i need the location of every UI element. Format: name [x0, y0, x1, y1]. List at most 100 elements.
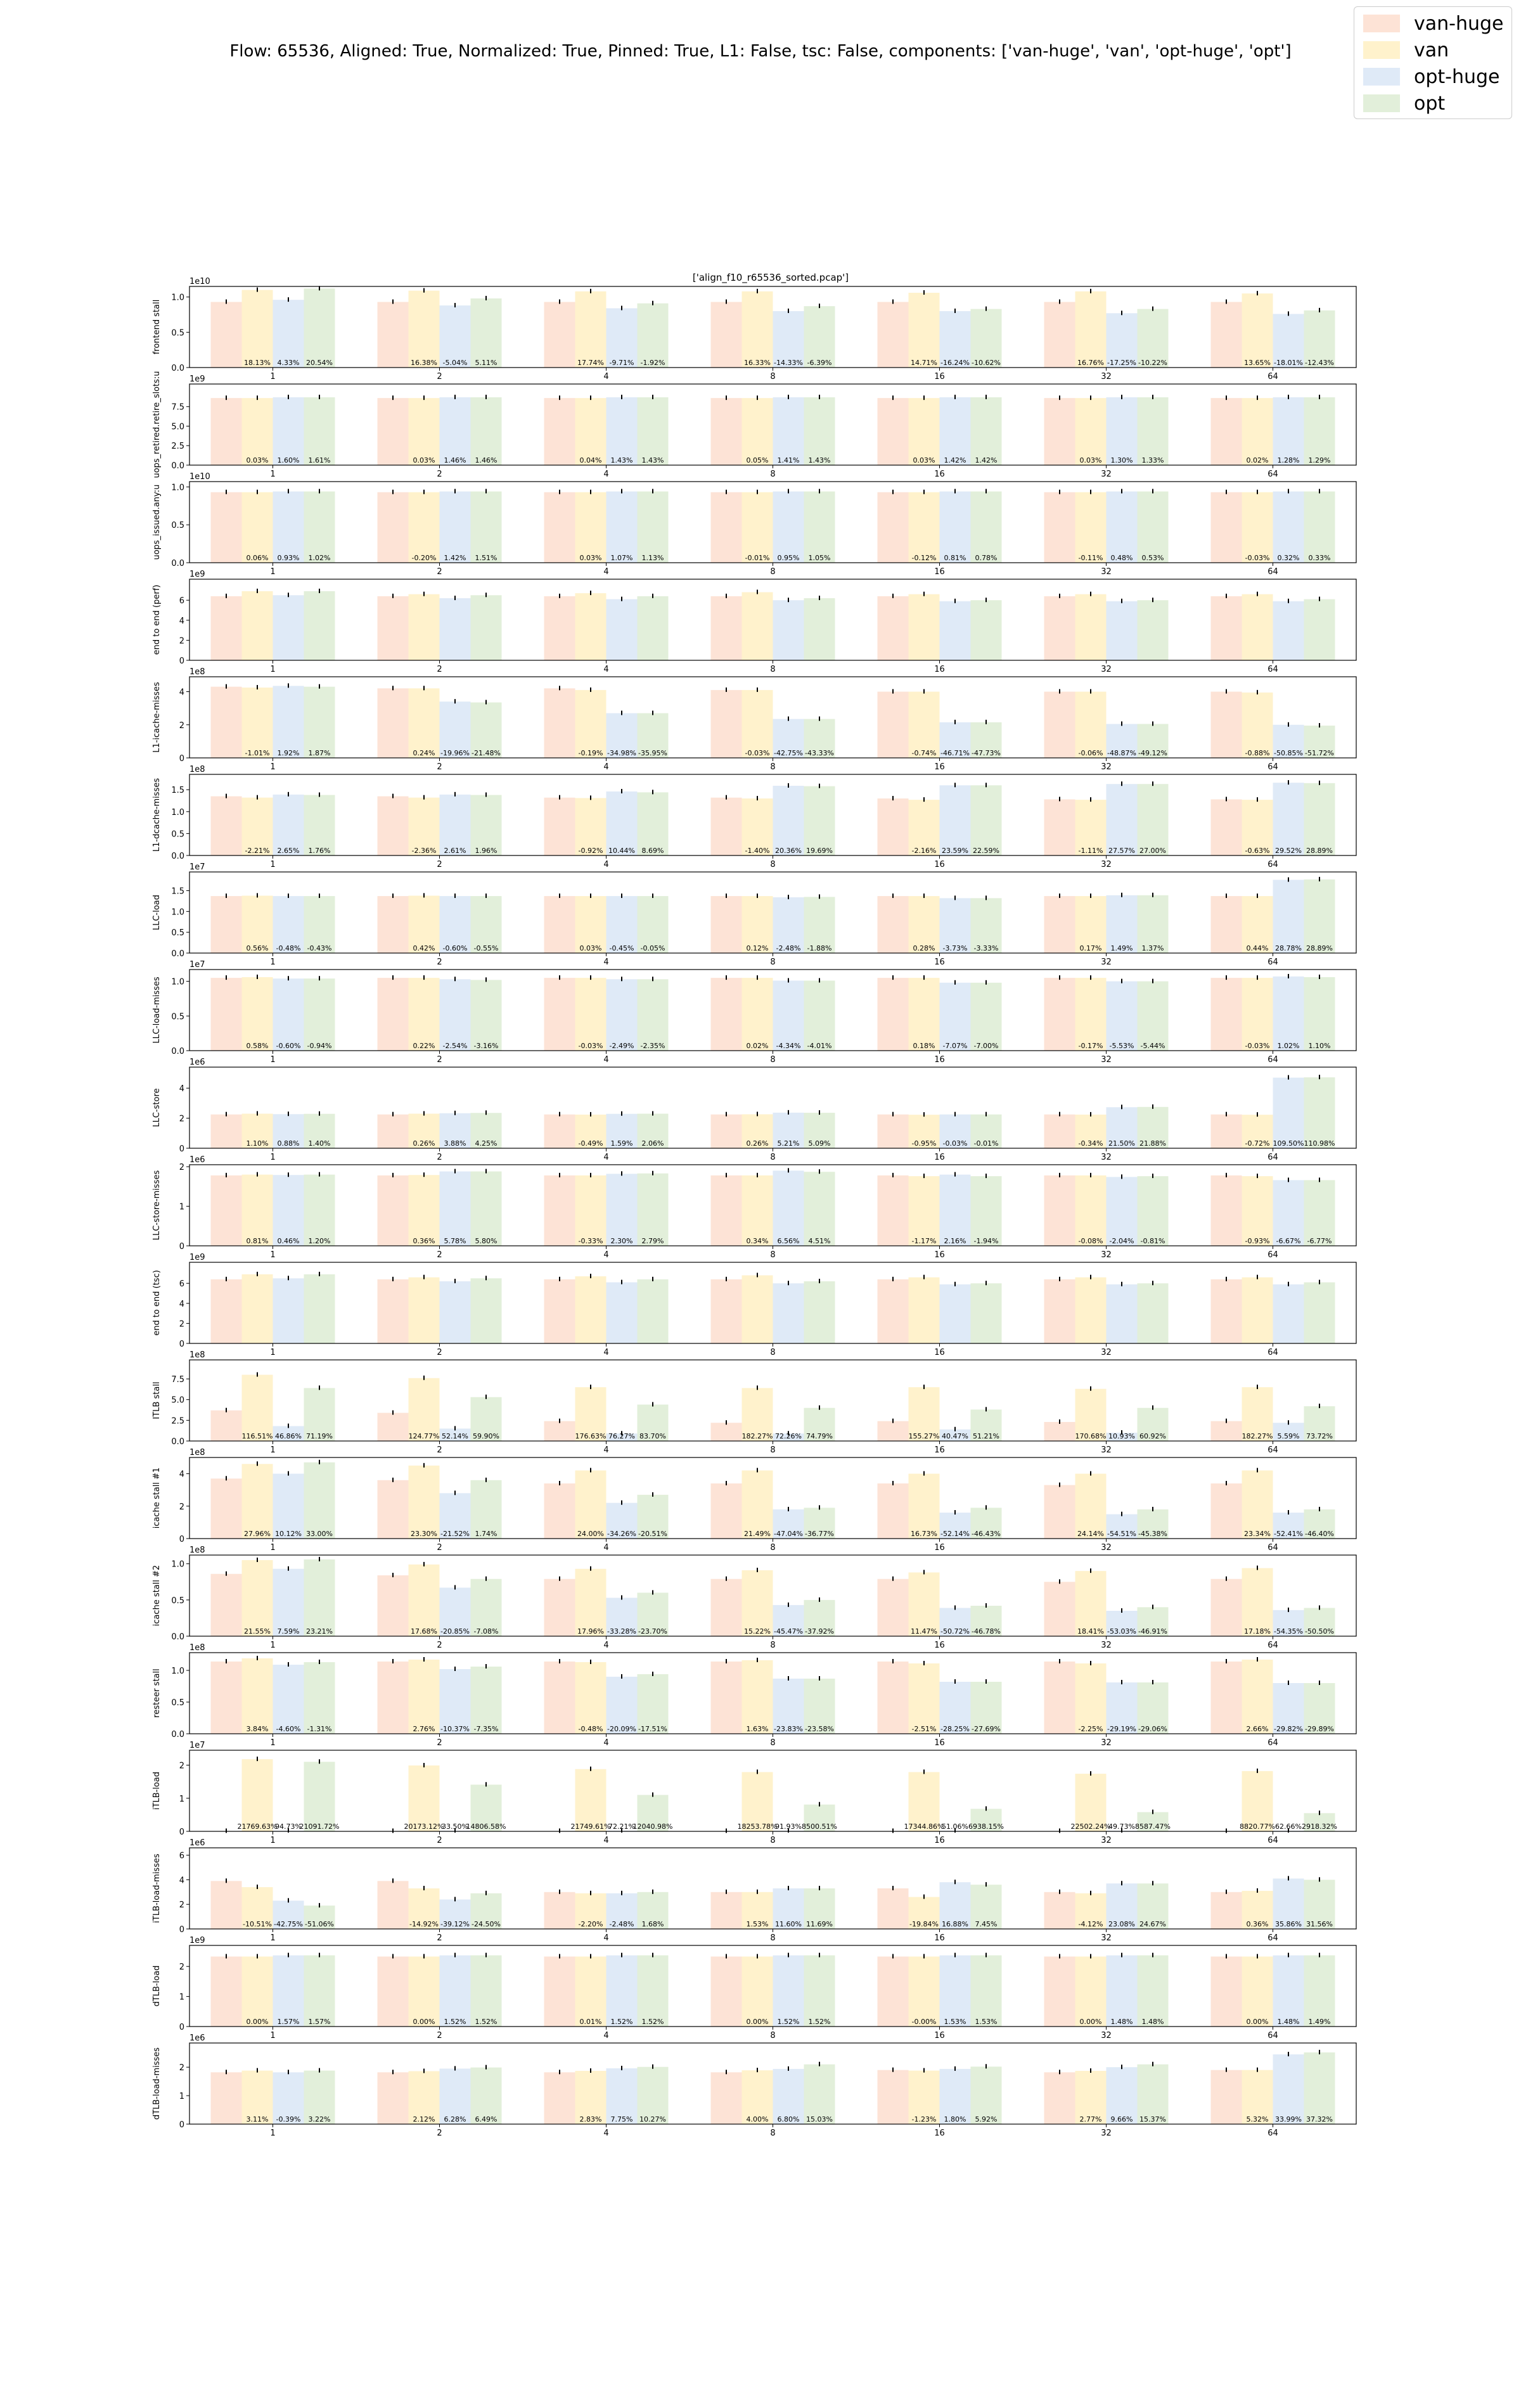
bar: [304, 1174, 335, 1246]
bar: [741, 896, 773, 953]
bar: [908, 1277, 940, 1343]
data-label: 155.27%: [909, 1432, 940, 1440]
data-label: -10.62%: [972, 359, 1001, 367]
data-label: 23.30%: [411, 1530, 437, 1538]
data-label: 0.95%: [778, 554, 800, 562]
x-tick-label: 8: [770, 567, 775, 577]
bar: [575, 978, 606, 1051]
bar: [241, 1113, 273, 1148]
x-tick-label: 1: [270, 2031, 275, 2040]
bar: [1106, 724, 1138, 758]
legend-swatch: [1363, 68, 1400, 86]
data-label: -1.11%: [1079, 847, 1103, 855]
bar: [773, 785, 804, 855]
y-tick-label: 2: [179, 1163, 184, 1172]
y-axis-label: resteer stall: [152, 1668, 162, 1717]
bar: [877, 2070, 909, 2124]
bar: [304, 2070, 335, 2124]
data-label: -4.12%: [1079, 1920, 1103, 1928]
bar: [606, 979, 638, 1051]
data-label: 20.36%: [775, 847, 802, 855]
data-label: -0.81%: [1141, 1237, 1165, 1245]
bar: [408, 594, 440, 660]
bar: [804, 719, 835, 758]
data-label: 16.76%: [1077, 359, 1104, 367]
bar: [637, 1404, 669, 1441]
bar: [1304, 599, 1335, 660]
x-tick-label: 1: [270, 372, 275, 381]
axes-frame: [189, 481, 1357, 563]
data-label: 37.32%: [1306, 2115, 1333, 2123]
bar: [1106, 1883, 1138, 1929]
data-label: 110.98%: [1304, 1139, 1335, 1148]
data-label: 59.90%: [473, 1432, 499, 1440]
bar: [939, 1429, 971, 1441]
bar: [1273, 601, 1304, 660]
bar: [1106, 1955, 1138, 2027]
bar: [1242, 1956, 1273, 2027]
bar: [1304, 726, 1335, 758]
bar: [741, 1275, 773, 1343]
bar: [544, 797, 575, 855]
data-label: -0.88%: [1245, 749, 1270, 757]
data-label: -52.14%: [940, 1530, 970, 1538]
x-tick-label: 32: [1101, 372, 1112, 381]
bar: [304, 1388, 335, 1441]
data-label: -1.88%: [807, 944, 832, 952]
bar: [1106, 895, 1138, 953]
data-label: 17344.86%: [904, 1822, 944, 1831]
bar: [210, 1956, 242, 2027]
x-tick-label: 32: [1101, 1738, 1112, 1748]
axis-exponent: 1e9: [189, 375, 205, 384]
bar: [1304, 1077, 1335, 1148]
bar: [710, 492, 742, 563]
bar: [804, 1172, 835, 1246]
bar: [1242, 1387, 1273, 1441]
data-label: 1.74%: [475, 1530, 497, 1538]
bar: [970, 1114, 1002, 1148]
bar: [1273, 880, 1304, 953]
data-label: -1.23%: [912, 2115, 937, 2123]
bar: [1075, 1893, 1107, 1929]
data-label: -50.50%: [1305, 1627, 1334, 1636]
axis-exponent: 1e8: [189, 1448, 205, 1457]
bar: [575, 1769, 606, 1831]
bar: [210, 796, 242, 855]
y-axis-label: icache stall #1: [152, 1468, 162, 1529]
data-label: 2.65%: [278, 847, 300, 855]
bar: [710, 978, 742, 1051]
chart-panel: 0.58% -0.60% -0.94% 1 0.22% -2.54% -3.16% 2 -0.0…: [152, 960, 1357, 1065]
x-tick-label: 1: [270, 2129, 275, 2138]
bar: [970, 2066, 1002, 2124]
bar: [273, 595, 304, 660]
data-label: 1.51%: [475, 554, 497, 562]
bar: [1106, 981, 1138, 1051]
data-label: 1.43%: [642, 456, 664, 464]
bar: [575, 2071, 606, 2124]
y-tick-label: 0.5: [171, 1698, 184, 1708]
x-tick-label: 32: [1101, 1153, 1112, 1162]
data-label: 83.70%: [639, 1432, 666, 1440]
axis-exponent: 1e8: [189, 1350, 205, 1360]
bar: [939, 1955, 971, 2027]
bar: [773, 311, 804, 368]
bar: [908, 1387, 940, 1441]
data-label: 23.34%: [1244, 1530, 1271, 1538]
bar: [439, 1899, 471, 1929]
x-tick-label: 32: [1101, 1933, 1112, 1943]
bar: [1075, 1114, 1107, 1148]
bar: [575, 1387, 606, 1441]
bar: [877, 978, 909, 1051]
bar: [1273, 314, 1304, 368]
data-label: 1.87%: [309, 749, 331, 757]
data-label: 23.59%: [942, 847, 968, 855]
y-tick-label: 1.0: [171, 1560, 184, 1570]
bar: [241, 1374, 273, 1441]
y-axis-label: frontend stall: [152, 300, 162, 355]
bar: [741, 492, 773, 563]
y-tick-label: 1.0: [171, 808, 184, 817]
data-label: -4.60%: [276, 1725, 301, 1733]
data-label: -2.16%: [912, 847, 937, 855]
bar: [710, 398, 742, 465]
bar: [606, 791, 638, 855]
